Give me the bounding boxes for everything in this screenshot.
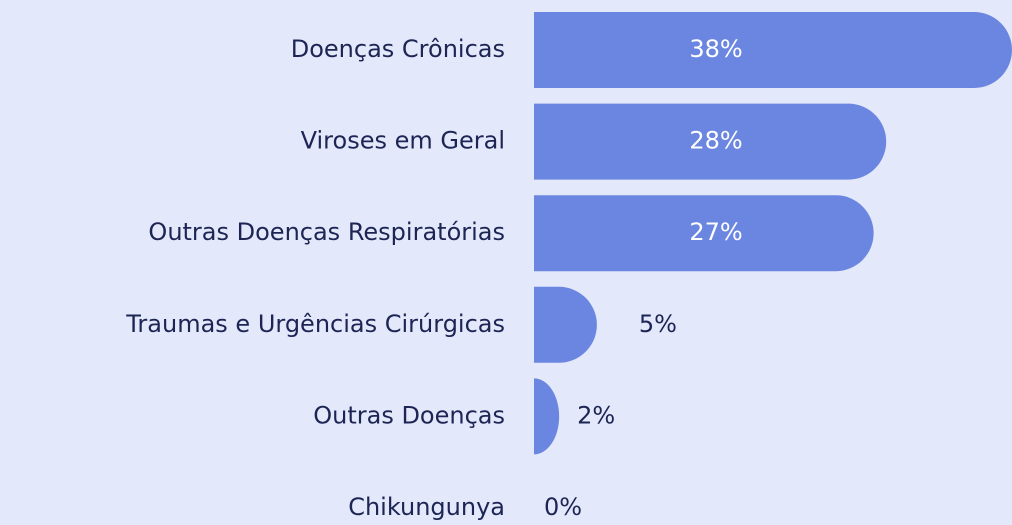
category-label: Outras Doenças — [313, 401, 505, 429]
category-label: Viroses em Geral — [301, 127, 505, 155]
category-label: Chikungunya — [348, 493, 505, 521]
bar — [534, 103, 887, 180]
value-label: 2% — [577, 401, 615, 429]
category-label: Outras Doenças Respiratórias — [148, 218, 505, 246]
bar — [534, 195, 874, 272]
category-label: Traumas e Urgências Cirúrgicas — [125, 310, 505, 338]
value-label: 27% — [689, 218, 742, 246]
bar — [534, 286, 597, 363]
bar — [534, 378, 560, 455]
value-label: 5% — [639, 310, 677, 338]
value-label: 0% — [544, 493, 582, 521]
bar — [534, 12, 1012, 88]
value-label: 28% — [689, 127, 742, 155]
category-label: Doenças Crônicas — [291, 35, 505, 63]
value-label: 38% — [689, 35, 742, 63]
